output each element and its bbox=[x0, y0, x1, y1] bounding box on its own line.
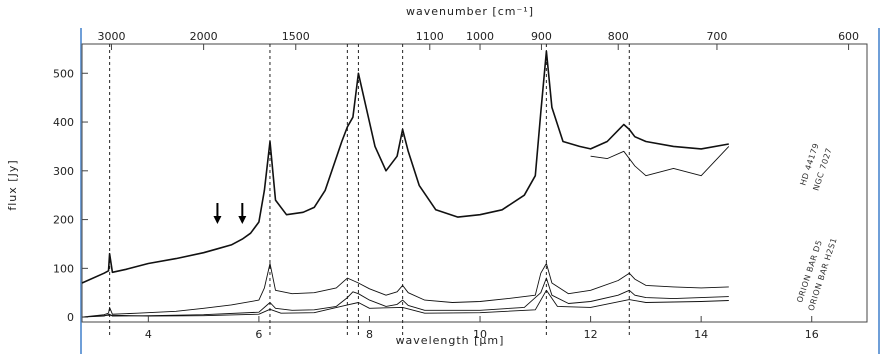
x2-tick-label-3: 1100 bbox=[416, 30, 444, 43]
x2-tick-label-8: 600 bbox=[838, 30, 859, 43]
x2-tick-label-5: 900 bbox=[531, 30, 552, 43]
feature-lines bbox=[109, 44, 630, 336]
y-tick-label-3: 300 bbox=[53, 165, 74, 178]
x2-tick-label-0: 3000 bbox=[97, 30, 125, 43]
arrows bbox=[213, 203, 247, 224]
x2-tick-label-1: 2000 bbox=[190, 30, 218, 43]
series-line-2 bbox=[81, 263, 729, 318]
x-tick-label-6: 16 bbox=[805, 328, 819, 341]
x-tick-label-2: 8 bbox=[366, 328, 373, 341]
x2-tick-label-6: 800 bbox=[608, 30, 629, 43]
x2-tick-label-4: 1000 bbox=[466, 30, 494, 43]
x2-axis-title: wavenumber [cm⁻¹] bbox=[406, 5, 534, 18]
arrow-head-0 bbox=[213, 216, 222, 224]
x-tick-label-3: 10 bbox=[473, 328, 487, 341]
plot-frame bbox=[81, 43, 868, 323]
x-tick-label-4: 12 bbox=[584, 328, 598, 341]
arrow-head-1 bbox=[238, 216, 247, 224]
y-tick-label-2: 200 bbox=[53, 214, 74, 227]
series-line-1 bbox=[590, 146, 730, 177]
x-tick-label-0: 4 bbox=[145, 328, 152, 341]
series-line-3 bbox=[81, 277, 729, 318]
y-tick-label-4: 400 bbox=[53, 116, 74, 129]
y-axis-title: flux [Jy] bbox=[6, 159, 19, 210]
series-group bbox=[81, 50, 730, 318]
x2-tick-label-7: 700 bbox=[706, 30, 727, 43]
y-tick-label-1: 100 bbox=[53, 262, 74, 275]
axis-ticks: 4 6 8 10 12 14 16 0 100 200 300 400 500 3000 2000 1500 1… bbox=[53, 30, 859, 341]
x-tick-label-5: 14 bbox=[694, 328, 708, 341]
y-tick-label-5: 500 bbox=[53, 67, 74, 80]
series-line-0 bbox=[81, 50, 729, 284]
y-tick-label-0: 0 bbox=[67, 311, 74, 324]
x-axis-title: wavelength [μm] bbox=[396, 334, 505, 347]
x-tick-label-1: 6 bbox=[255, 328, 262, 341]
series-line-4 bbox=[81, 289, 729, 318]
x2-tick-label-2: 1500 bbox=[282, 30, 310, 43]
